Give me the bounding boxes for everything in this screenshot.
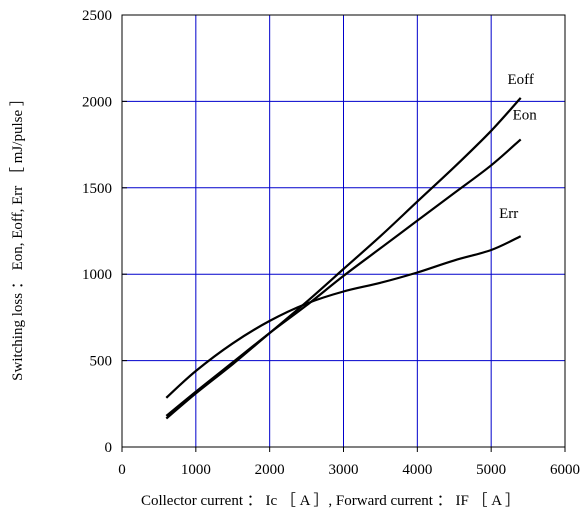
series-label-eon: Eon: [513, 107, 538, 123]
x-tick-label: 0: [118, 462, 126, 478]
x-axis-title: Collector current ： Ic ［ A ］, Forward cu…: [141, 492, 520, 509]
series-label-eoff: Eoff: [508, 72, 534, 88]
grid-layer: [122, 15, 565, 447]
y-axis-title: Switching loss ： Eon, Eoff, Err ［ mJ/pul…: [9, 91, 26, 381]
y-tick-label: 1500: [82, 181, 112, 197]
y-tick-label: 1000: [82, 267, 112, 283]
y-tick-label: 500: [90, 354, 113, 370]
x-tick-label: 6000: [550, 462, 580, 478]
x-tick-label: 2000: [255, 462, 285, 478]
y-tick-label: 0: [105, 440, 113, 456]
x-tick-label: 3000: [329, 462, 359, 478]
y-tick-label: 2500: [82, 8, 112, 24]
series-layer: Eoff Eon Err: [166, 72, 537, 419]
x-tick-label: 5000: [476, 462, 506, 478]
y-tick-label: 2000: [82, 94, 112, 110]
x-tick-label: 4000: [402, 462, 432, 478]
x-tick-label: 1000: [181, 462, 211, 478]
series-label-err: Err: [499, 206, 518, 222]
